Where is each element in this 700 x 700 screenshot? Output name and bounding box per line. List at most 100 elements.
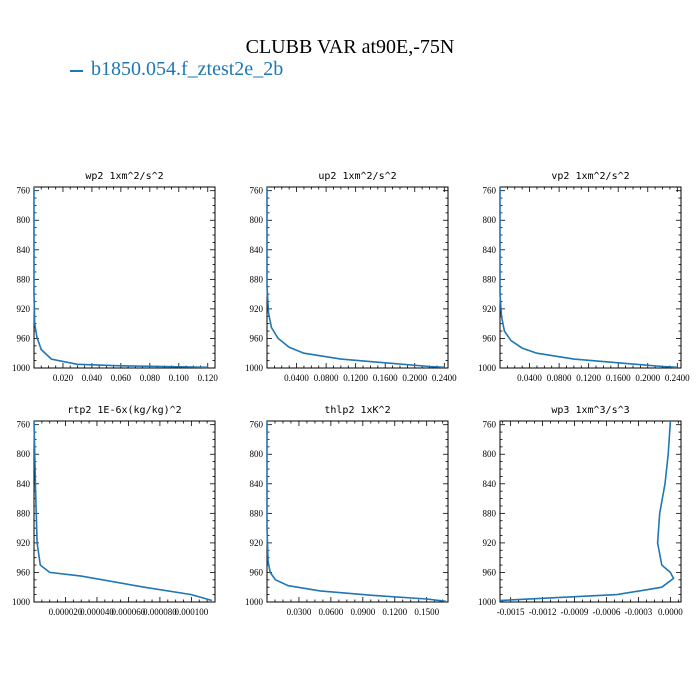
x-tick-label: 0.100 [169,373,190,383]
x-tick-label: 0.0000 [658,607,683,617]
subplot-1: wp2 1xm^2/s^2 760 800 840 880 920 960 1000 0.020… [12,171,218,383]
y-tick-label: 920 [250,304,264,314]
subplot-title: wp3 1xm^3/s^3 [551,405,629,416]
y-tick-label: 840 [250,479,264,489]
y-tick-label: 1000 [478,363,497,373]
y-tick-label: 880 [483,508,497,518]
y-tick-label: 760 [17,186,31,196]
x-tick-label: 0.2400 [665,373,690,383]
y-tick-label: 880 [483,274,497,284]
y-tick-label: 840 [17,479,31,489]
x-tick-label: 0.0800 [314,373,339,383]
x-tick-label: 0.1200 [343,373,368,383]
y-tick-label: 840 [250,245,264,255]
y-tick-label: 880 [17,274,31,284]
y-tick-label: 1000 [478,597,497,607]
y-tick-label: 760 [483,420,497,430]
subplot-title: wp2 1xm^2/s^2 [85,171,163,182]
x-tick-label: -0.0012 [529,607,557,617]
x-tick-label: 0.000100 [175,607,209,617]
x-tick-label: 0.080 [140,373,161,383]
y-tick-label: 800 [17,449,31,459]
series-line [499,420,675,602]
plot-frame [33,420,216,603]
x-tick-label: 0.0400 [284,373,309,383]
plot-frame [499,186,682,369]
x-tick-label: -0.0006 [593,607,621,617]
y-tick-label: 760 [250,420,264,430]
plot-frame [33,186,216,369]
legend: b1850.054.f_ztest2e_2b [70,58,283,81]
series-line [266,187,445,369]
y-tick-label: 1000 [12,597,31,607]
y-tick-label: 960 [250,567,264,577]
plot-frame [266,186,449,369]
y-tick-label: 800 [250,215,264,225]
y-tick-label: 1000 [12,363,31,373]
x-tick-label: 0.0300 [287,607,312,617]
y-tick-label: 840 [483,245,497,255]
x-tick-label: 0.000060 [112,607,146,617]
series-line [33,187,208,369]
x-tick-label: 0.1200 [382,607,407,617]
x-tick-label: 0.2000 [402,373,427,383]
x-tick-label: 0.2000 [635,373,660,383]
y-tick-label: 800 [17,215,31,225]
x-tick-label: 0.0900 [350,607,375,617]
subplot-3: vp2 1xm^2/s^2 760 800 840 880 920 960 1000 0.040… [478,171,690,383]
y-tick-label: 880 [250,274,264,284]
subplot-title: up2 1xm^2/s^2 [318,171,396,182]
y-tick-label: 920 [250,538,264,548]
y-tick-label: 920 [483,538,497,548]
y-tick-label: 960 [250,333,264,343]
y-tick-label: 840 [483,479,497,489]
legend-swatch [70,69,83,72]
x-tick-label: 0.040 [82,373,103,383]
x-tick-label: 0.0600 [319,607,344,617]
subplot-2: up2 1xm^2/s^2 760 800 840 880 920 960 1000 0.040… [245,171,457,383]
subplot-title: vp2 1xm^2/s^2 [551,171,629,182]
x-tick-label: 0.0400 [517,373,542,383]
x-tick-label: 0.0800 [547,373,572,383]
plot-frame [499,420,682,603]
y-tick-label: 920 [17,538,31,548]
y-tick-label: 800 [483,449,497,459]
plot-frame [266,420,449,603]
x-tick-label: 0.020 [53,373,74,383]
x-tick-label: 0.060 [111,373,132,383]
y-tick-label: 1000 [245,597,264,607]
x-tick-label: 0.1200 [576,373,601,383]
subplot-4: rtp2 1E-6x(kg/kg)^2 760 800 840 880 920 960 100… [12,405,216,617]
y-tick-label: 880 [250,508,264,518]
y-tick-label: 960 [483,567,497,577]
subplot-5: thlp2 1xK^2 760 800 840 880 920 960 1000 0.0300 0… [245,405,449,617]
y-tick-label: 1000 [245,363,264,373]
y-tick-label: 880 [17,508,31,518]
subplot-title: thlp2 1xK^2 [324,405,390,416]
y-tick-label: 760 [250,186,264,196]
y-tick-label: 840 [17,245,31,255]
series-line [33,420,213,602]
x-tick-label: 0.000020 [49,607,83,617]
x-tick-label: 0.1600 [373,373,398,383]
x-tick-label: -0.0015 [497,607,525,617]
series-line [499,187,678,369]
x-tick-label: -0.0009 [561,607,589,617]
page-title: CLUBB VAR at90E,-75N [245,36,455,58]
y-tick-label: 960 [17,333,31,343]
y-tick-label: 960 [17,567,31,577]
x-tick-label: -0.0003 [625,607,653,617]
series-line [266,421,446,603]
x-tick-label: 0.000080 [143,607,177,617]
y-tick-label: 760 [17,420,31,430]
y-tick-label: 920 [17,304,31,314]
y-tick-label: 920 [483,304,497,314]
x-tick-label: 0.000040 [80,607,114,617]
x-tick-label: 0.120 [198,373,219,383]
y-tick-label: 800 [483,215,497,225]
y-tick-label: 960 [483,333,497,343]
y-tick-label: 800 [250,449,264,459]
x-tick-label: 0.1500 [414,607,439,617]
y-tick-label: 760 [483,186,497,196]
